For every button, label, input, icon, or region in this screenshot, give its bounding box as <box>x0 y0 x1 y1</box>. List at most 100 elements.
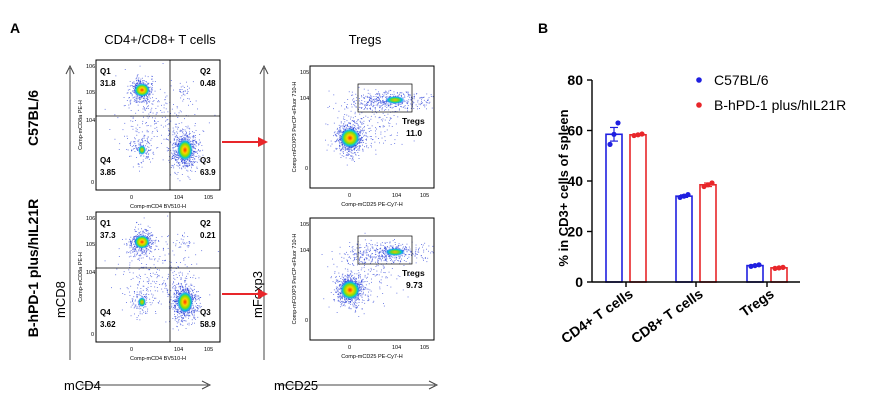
gate-name: Tregs <box>402 116 425 126</box>
x-tick-label: CD8+ T cells <box>628 285 706 346</box>
gate-value: 9.73 <box>406 280 423 290</box>
tick-label: 104 <box>300 96 309 102</box>
col-title-cd4cd8: CD4+/CD8+ T cells <box>104 32 216 47</box>
axis-label-mcd4: mCD4 <box>64 378 101 393</box>
tick-label: 106 <box>86 216 95 222</box>
tick-label: 0 <box>130 195 133 201</box>
data-point <box>705 182 711 188</box>
red-arrow-head <box>258 137 268 147</box>
bar-chart: % in CD3+ cells of spleen 0 20 40 60 80 CD4+… <box>556 72 846 346</box>
flow-y-title: Comp-mCD8a PE-H <box>78 252 84 302</box>
tick-label: 105 <box>204 347 213 353</box>
quadrant-name: Q1 <box>100 67 111 76</box>
flow-x-title: Comp-mCD4 BV510-H <box>130 356 186 362</box>
data-point <box>748 263 754 269</box>
flow-y-title: Comp-mFOXP3 PerCP-eFluor 710-H <box>292 82 298 173</box>
legend: C57BL/6 B-hPD-1 plus/hIL21R <box>696 72 846 113</box>
gate-value: 11.0 <box>406 128 422 138</box>
y-axis: 0 20 40 60 80 <box>567 72 593 290</box>
row-label-c57: C57BL/6 <box>25 90 41 146</box>
data-point <box>776 265 782 271</box>
quadrant-name: Q2 <box>200 219 211 228</box>
tick-label: 0 <box>91 180 94 186</box>
treg-plot: Tregs 11.0 105 104 0 0 104 105 Comp-mCD25 PE-Cy7… <box>292 65 435 208</box>
tick-label: 0 <box>305 318 308 324</box>
axis-label-mcd25: mCD25 <box>274 378 318 393</box>
tick-label: 105 <box>86 90 95 96</box>
tick-label: 0 <box>130 347 133 353</box>
tick-label: 106 <box>86 64 95 70</box>
tick-label: 104 <box>392 345 401 351</box>
y-axis-title: % in CD3+ cells of spleen <box>556 109 571 266</box>
flow-x-title: Comp-mCD25 PE-Cy7-H <box>341 354 402 360</box>
legend-label: C57BL/6 <box>714 72 769 88</box>
data-point <box>752 262 758 269</box>
tick-label: 104 <box>174 347 183 353</box>
quadrant-name: Q3 <box>200 156 211 165</box>
data-point <box>681 193 687 199</box>
data-point <box>701 183 707 190</box>
quadrant-value: 31.8 <box>100 79 116 88</box>
quadrant-name: Q1 <box>100 219 111 228</box>
quadrant-name: Q2 <box>200 67 211 76</box>
quadrant-value: 63.9 <box>200 168 216 177</box>
quadrant-value: 37.3 <box>100 231 116 240</box>
data-point <box>639 131 645 137</box>
cd4-cd8-plot: Q1 31.8 Q2 0.48 Q3 63.9 Q4 3.85 106 105 104 0 0 104 10… <box>78 59 221 210</box>
tick-label: 104 <box>174 195 183 201</box>
legend-label: B-hPD-1 plus/hIL21R <box>714 97 846 113</box>
flow-x-title: Comp-mCD4 BV510-H <box>130 204 186 210</box>
tick-label: 0 <box>348 345 351 351</box>
tick-label: 105 <box>300 222 309 228</box>
tick-label: 105 <box>420 193 429 199</box>
panel-label-a: A <box>10 20 20 36</box>
quadrant-value: 3.62 <box>100 320 116 329</box>
data-point <box>685 192 691 198</box>
flow-y-title: Comp-mFOXP3 PerCP-eFluor 710-H <box>292 234 298 325</box>
data-point <box>677 194 683 201</box>
col-title-tregs: Tregs <box>349 32 382 47</box>
flow-x-title: Comp-mCD25 PE-Cy7-H <box>341 202 402 208</box>
tick-label: 0 <box>348 193 351 199</box>
tick-label: 105 <box>420 345 429 351</box>
quadrant-name: Q4 <box>100 156 111 165</box>
tick-label: 105 <box>86 242 95 248</box>
x-tick-label: Tregs <box>737 285 777 320</box>
tick-label: 104 <box>86 118 95 124</box>
y-tick-label: 60 <box>567 123 583 139</box>
data-point <box>772 265 778 271</box>
axis-arrows <box>65 64 439 390</box>
quadrant-name: Q3 <box>200 308 211 317</box>
bar <box>699 183 717 283</box>
bar-marks <box>605 120 788 283</box>
tick-label: 104 <box>300 248 309 254</box>
y-tick-label: 40 <box>567 173 583 189</box>
cd4-cd8-plot: Q1 37.3 Q2 0.21 Q3 58.9 Q4 3.62 106 105 104 0 0 104 10… <box>78 211 221 362</box>
y-tick-label: 20 <box>567 224 583 240</box>
data-point <box>756 262 762 268</box>
tick-label: 0 <box>305 166 308 172</box>
quadrant-value: 0.21 <box>200 231 216 240</box>
tick-label: 105 <box>300 70 309 76</box>
bar <box>605 133 623 283</box>
y-tick-label: 80 <box>567 72 583 88</box>
quadrant-value: 0.48 <box>200 79 216 88</box>
quadrant-name: Q4 <box>100 308 111 317</box>
axis-label-mcd8: mCD8 <box>53 281 68 318</box>
quadrant-value: 3.85 <box>100 168 116 177</box>
treg-plot: Tregs 9.73 105 104 0 0 104 105 Comp-mCD25 PE-Cy7… <box>292 217 435 360</box>
flow-y-title: Comp-mCD8a PE-H <box>78 100 84 150</box>
data-point <box>635 132 641 138</box>
y-tick-label: 0 <box>575 274 583 290</box>
panel-label-b: B <box>538 20 548 36</box>
treg-gate <box>357 83 413 113</box>
data-point <box>611 131 617 137</box>
data-point <box>607 141 613 147</box>
tick-label: 104 <box>86 270 95 276</box>
tick-label: 0 <box>91 332 94 338</box>
data-point <box>780 264 786 270</box>
quadrant-value: 58.9 <box>200 320 216 329</box>
treg-gate <box>357 235 413 265</box>
data-point <box>631 132 637 139</box>
